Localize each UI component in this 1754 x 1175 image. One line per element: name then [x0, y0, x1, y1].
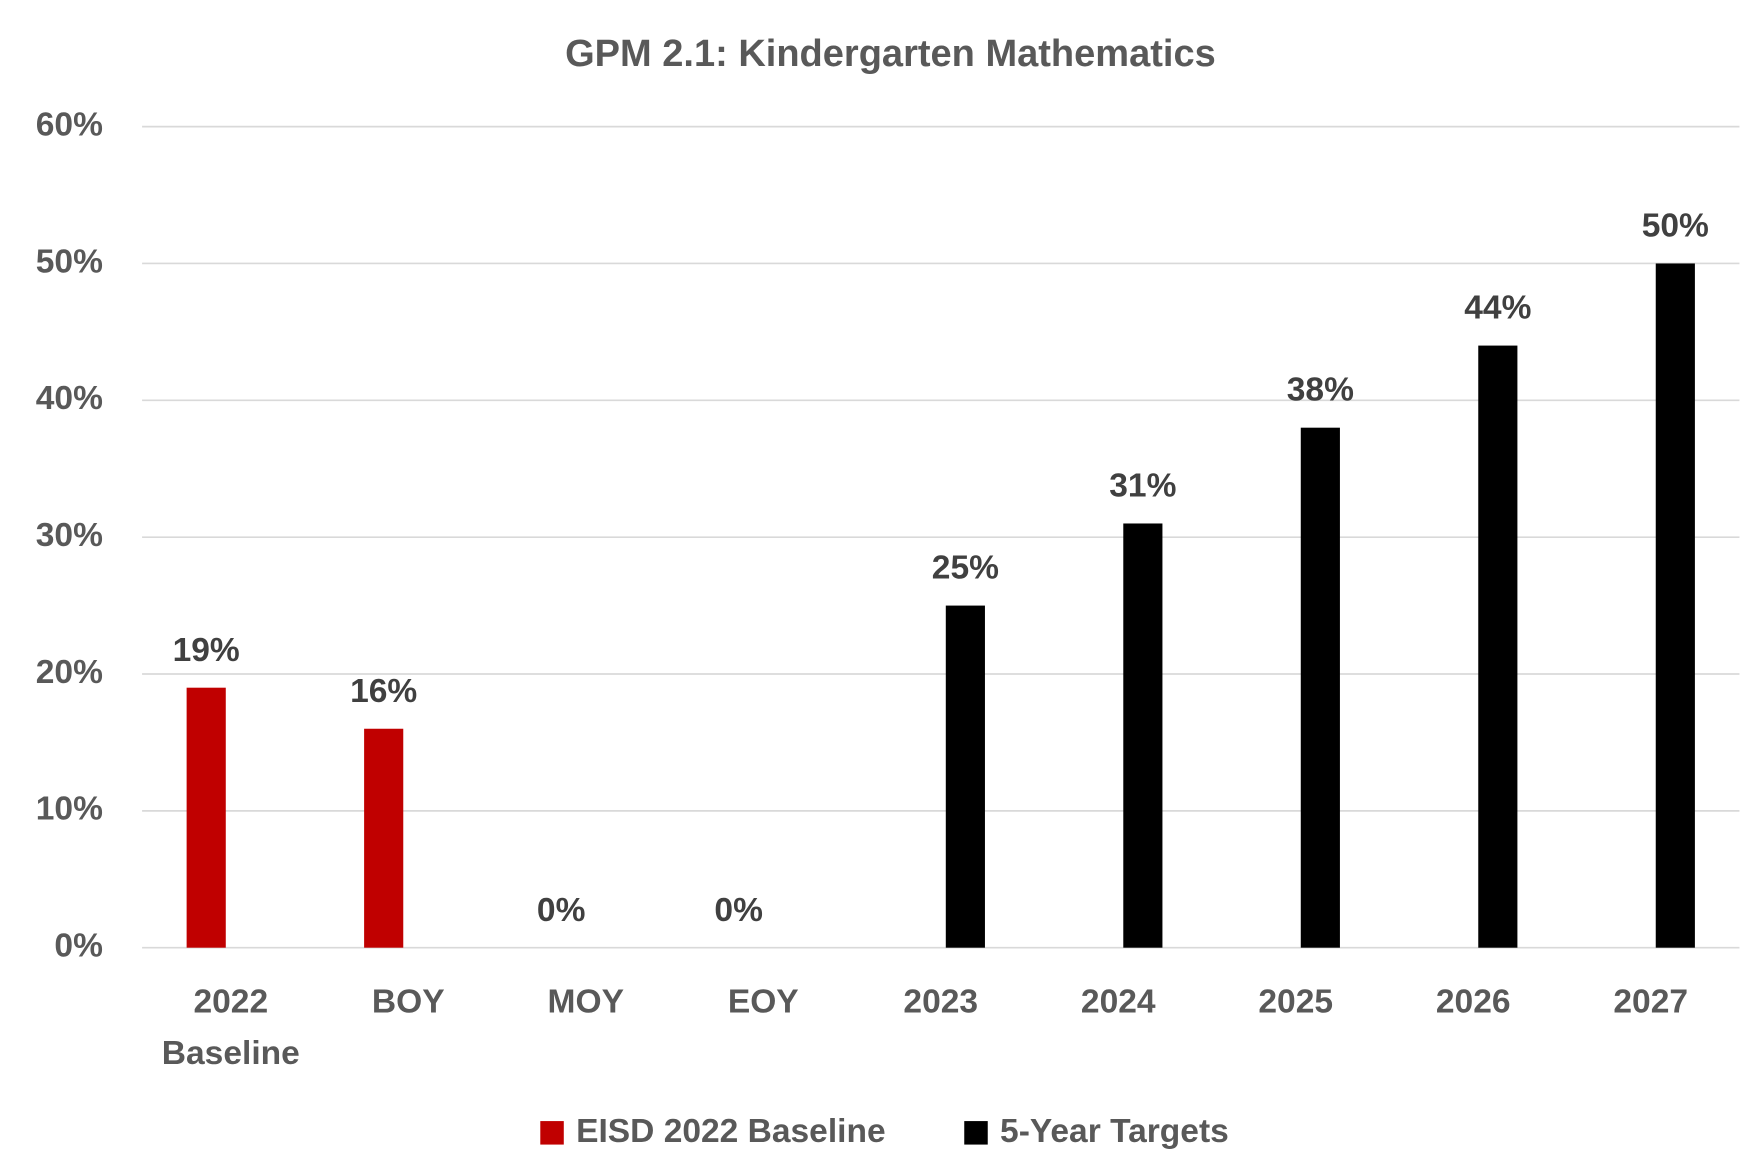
- x-tick-label: 2024: [1080, 983, 1156, 1021]
- legend-label: EISD 2022 Baseline: [576, 1113, 886, 1150]
- data-label: 19%: [173, 632, 240, 669]
- x-tick-label: 2022 Baseline: [161, 983, 300, 1072]
- bar: [364, 728, 404, 948]
- data-label: 0%: [537, 892, 586, 929]
- x-tick-label: 2025: [1258, 983, 1334, 1021]
- bar: [186, 687, 226, 948]
- data-label: 50%: [1642, 208, 1709, 245]
- bar: [1300, 427, 1340, 948]
- y-tick-label: 20%: [36, 654, 103, 691]
- bar: [1123, 523, 1163, 948]
- y-tick-label: 40%: [36, 380, 103, 417]
- data-label: 44%: [1464, 290, 1531, 327]
- x-tick-label-box: MOY: [547, 983, 624, 1021]
- data-label: 31%: [1109, 468, 1176, 505]
- x-tick-label: 2027: [1613, 983, 1689, 1021]
- x-tick-label: 2023: [903, 983, 979, 1021]
- bar: [1655, 263, 1695, 948]
- data-label: 38%: [1287, 372, 1354, 409]
- x-tick-label-box: 2024: [1080, 983, 1156, 1021]
- x-tick-label-box: 2025: [1258, 983, 1334, 1021]
- legend-swatch: [540, 1121, 564, 1145]
- x-tick-label-box: 2026: [1435, 983, 1511, 1021]
- y-tick-label: 50%: [36, 243, 103, 280]
- x-tick-label: BOY: [371, 983, 445, 1021]
- data-label: 16%: [350, 673, 417, 710]
- chart-title: GPM 2.1: Kindergarten Mathematics: [565, 33, 1216, 75]
- data-label: 25%: [932, 550, 999, 587]
- legend-label: 5-Year Targets: [1000, 1113, 1229, 1150]
- x-tick-label-box: 2022 Baseline: [161, 983, 300, 1072]
- bar: [1478, 345, 1518, 948]
- y-tick-label: 60%: [36, 106, 103, 143]
- x-tick-label-box: BOY: [371, 983, 445, 1021]
- legend-swatch: [964, 1121, 988, 1145]
- y-tick-label: 10%: [36, 791, 103, 828]
- x-tick-label-box: 2027: [1613, 983, 1689, 1021]
- x-tick-label-box: EOY: [727, 983, 799, 1021]
- x-tick-label: 2026: [1435, 983, 1511, 1021]
- y-tick-label: 0%: [54, 928, 102, 965]
- x-tick-label: MOY: [547, 983, 624, 1021]
- data-label: 0%: [714, 892, 763, 929]
- y-tick-label: 30%: [36, 517, 103, 554]
- x-tick-label: EOY: [727, 983, 799, 1021]
- x-tick-label-box: 2023: [903, 983, 979, 1021]
- bar: [945, 605, 985, 948]
